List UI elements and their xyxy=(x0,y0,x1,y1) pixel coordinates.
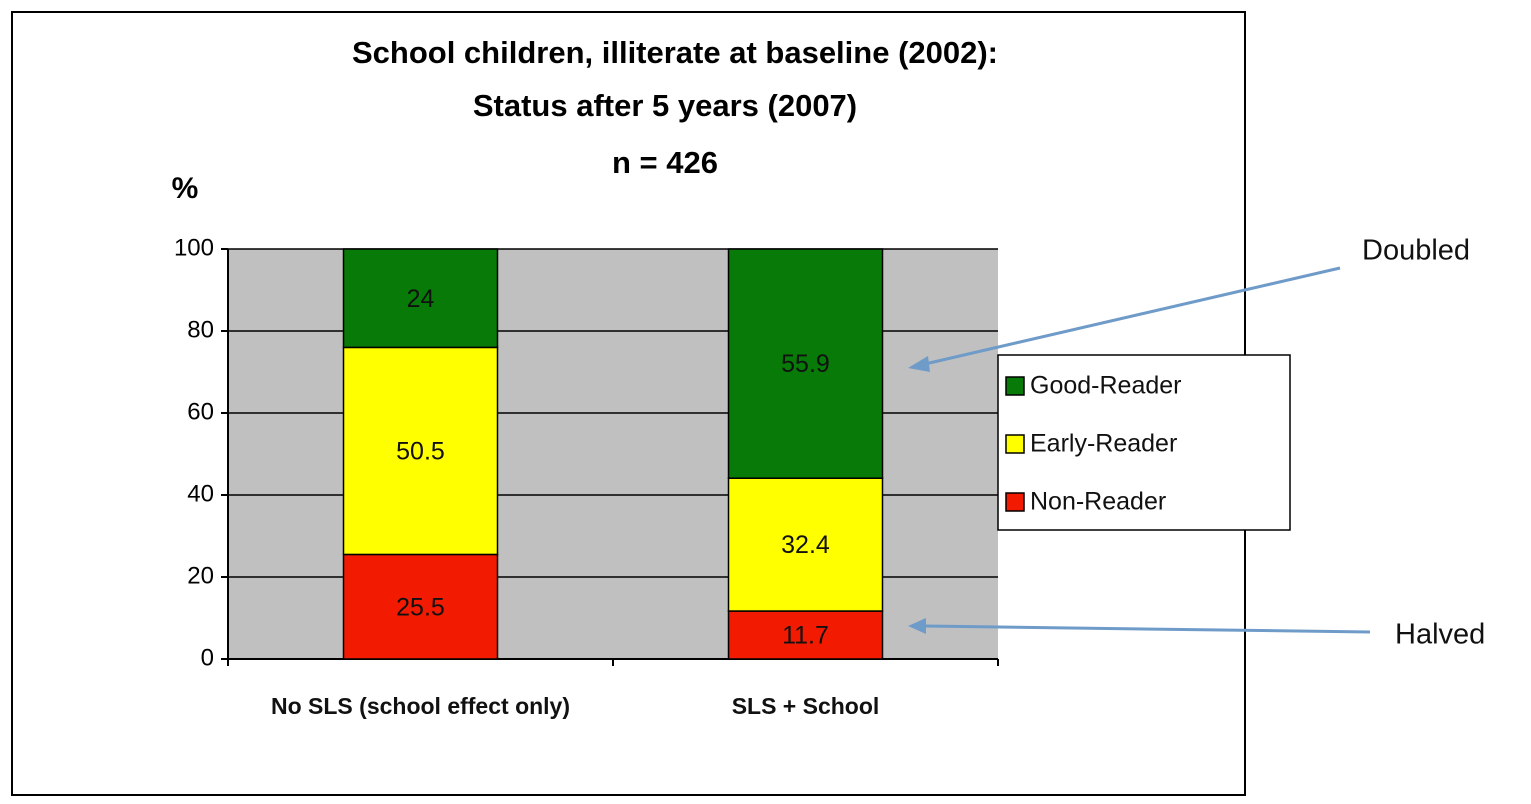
legend xyxy=(997,354,1291,531)
bar-segment xyxy=(342,346,499,556)
y-tick-label: 0 xyxy=(201,644,214,671)
legend-label: Non-Reader xyxy=(1030,488,1166,516)
data-label: 11.7 xyxy=(782,622,829,650)
legend-label: Early-Reader xyxy=(1030,430,1177,458)
data-label: 24 xyxy=(407,285,435,313)
y-tick-label: 80 xyxy=(187,316,214,343)
arrow xyxy=(924,266,1341,366)
data-label: 25.5 xyxy=(396,593,445,621)
y-tick-label: 100 xyxy=(174,234,214,261)
data-label: 32.4 xyxy=(781,531,830,559)
chart-note: n = 426 xyxy=(612,145,718,180)
x-tick-label: No SLS (school effect only) xyxy=(270,693,571,719)
chart-subtitle: Status after 5 years (2007) xyxy=(473,88,857,123)
arrow-head xyxy=(908,618,926,634)
legend-label: Good-Reader xyxy=(1030,372,1181,400)
y-tick-label: 60 xyxy=(187,398,214,425)
bar-segment xyxy=(727,477,884,612)
bar-segment xyxy=(727,248,884,479)
legend-swatch xyxy=(1005,492,1025,512)
arrow-head xyxy=(908,356,930,372)
data-label: 55.9 xyxy=(781,350,830,378)
y-axis-label: % xyxy=(172,172,199,205)
annotation: Halved xyxy=(1395,619,1485,651)
bar-segment xyxy=(342,553,499,660)
data-label: 50.5 xyxy=(396,438,445,466)
legend-swatch xyxy=(1005,434,1025,454)
x-tick-label: SLS + School xyxy=(731,693,880,719)
bar-segment xyxy=(727,610,884,660)
chart-title: School children, illiterate at baseline … xyxy=(352,35,998,70)
bar-segment xyxy=(342,248,499,349)
legend-swatch xyxy=(1005,376,1025,396)
y-tick-label: 40 xyxy=(187,480,214,507)
arrow xyxy=(924,624,1371,634)
y-tick-label: 20 xyxy=(187,562,214,589)
annotation: Doubled xyxy=(1362,235,1470,267)
